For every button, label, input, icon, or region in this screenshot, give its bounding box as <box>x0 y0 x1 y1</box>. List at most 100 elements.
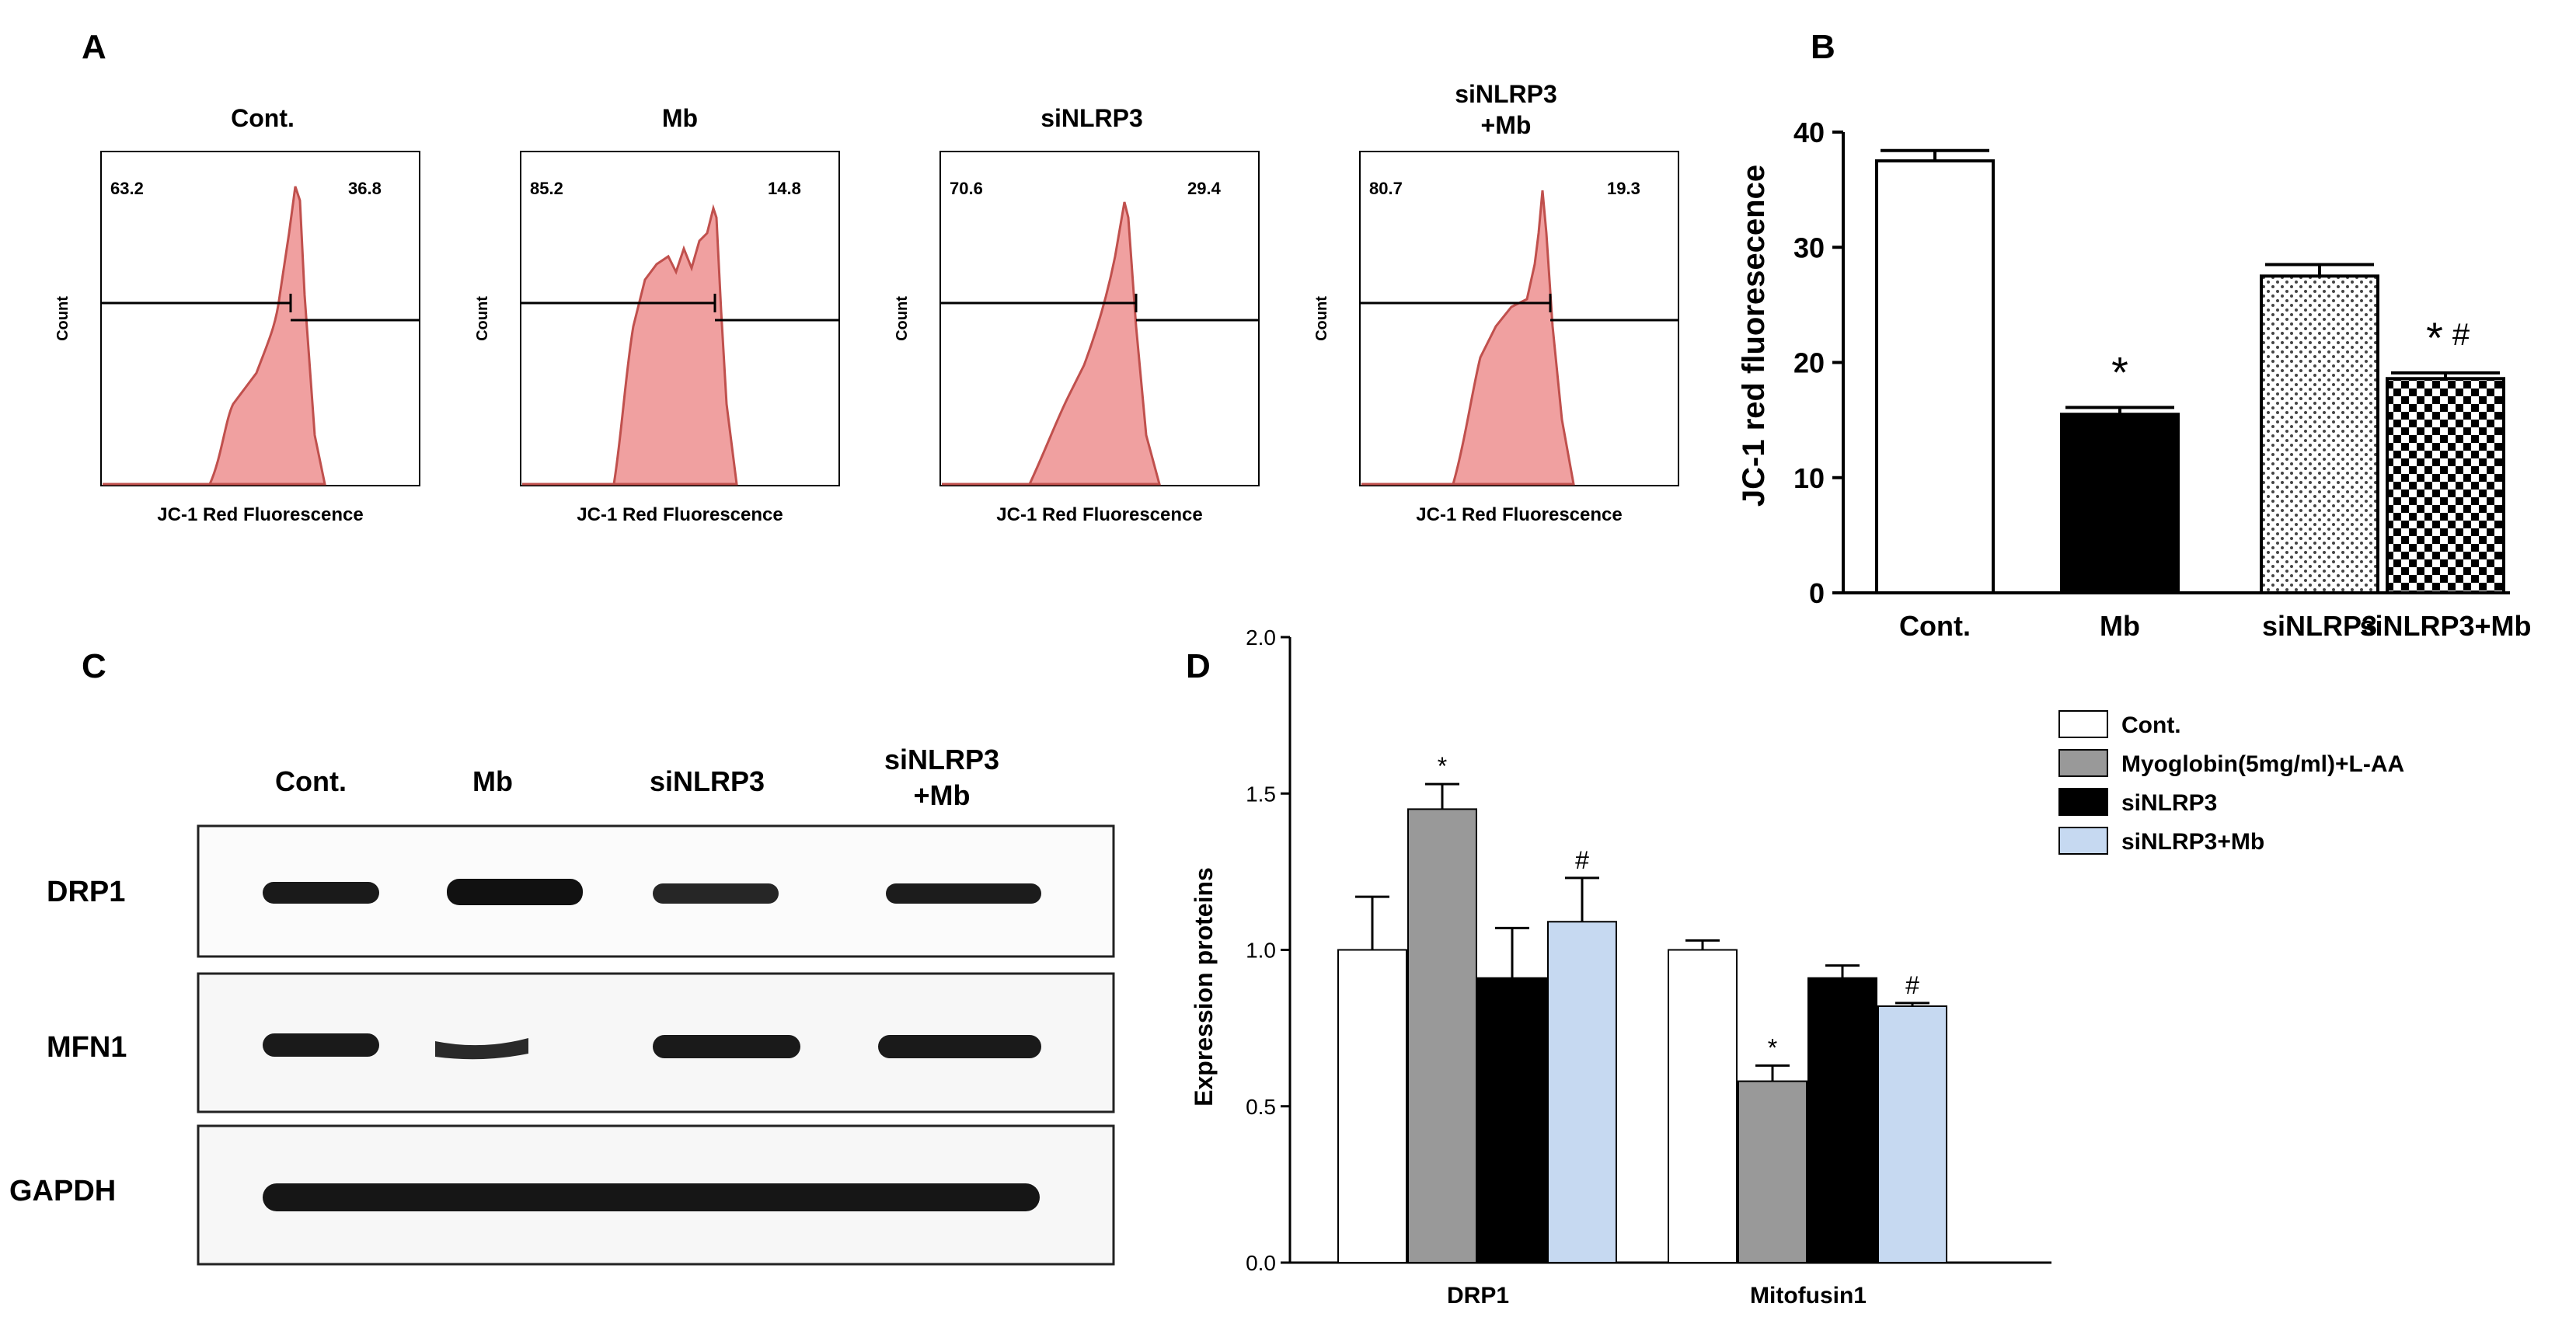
legend-swatch <box>2058 827 2108 855</box>
bar-drp1-sinlrp3-mb <box>1547 921 1617 1264</box>
panel-letter-d: D <box>1186 647 1211 685</box>
blot-band <box>886 883 1041 904</box>
bar-drp1-sinlrp3 <box>1477 977 1547 1263</box>
blot-band <box>447 879 583 905</box>
blot-band <box>435 1038 528 1060</box>
histogram-left-value: 80.7 <box>1369 179 1403 198</box>
blot-lane-label: Mb <box>472 765 513 797</box>
panel-letter-a: A <box>82 28 106 66</box>
histogram-plot-cont: Cont. 63.2 36.8 Count JC-1 Red Fluoresce… <box>54 104 420 525</box>
y-tick-label: 1.5 <box>1246 782 1276 806</box>
x-tick-label: siNLRP3+Mb <box>2359 610 2531 642</box>
histogram-left-value: 70.6 <box>950 179 983 198</box>
panel-c-western-blot: Cont. Mb siNLRP3 siNLRP3 +Mb DRP1 MFN1 G… <box>9 744 1115 1266</box>
y-tick-label: 0 <box>1809 577 1825 609</box>
histogram-plot-sinlrp3-mb: siNLRP3 +Mb 80.7 19.3 Count JC-1 Red Flu… <box>1313 80 1679 525</box>
histogram-right-value: 14.8 <box>768 179 801 198</box>
histogram-xlabel: JC-1 Red Fluorescence <box>996 504 1202 525</box>
histogram-title-line2: +Mb <box>1481 111 1532 139</box>
blot-row-label-drp1: DRP1 <box>47 876 125 908</box>
histogram-title: siNLRP3 <box>1041 104 1143 132</box>
histogram-ylabel: Count <box>474 296 491 341</box>
blot-row-label-mfn1: MFN1 <box>47 1031 127 1064</box>
legend-label: Cont. <box>2121 713 2181 738</box>
blot-band <box>653 883 779 904</box>
panel-a-histograms: Cont. 63.2 36.8 Count JC-1 Red Fluoresce… <box>54 80 1679 525</box>
histogram-right-value: 29.4 <box>1187 179 1222 198</box>
y-tick-label: 30 <box>1793 232 1825 263</box>
y-tick-label: 40 <box>1793 117 1825 148</box>
histogram-plot-sinlrp3: siNLRP3 70.6 29.4 Count JC-1 Red Fluores… <box>894 104 1260 525</box>
histogram-peak <box>103 186 326 486</box>
histogram-gate <box>940 294 1259 322</box>
significance-star: * <box>1768 1033 1777 1061</box>
histogram-ylabel: Count <box>1313 296 1330 341</box>
histogram-right-value: 36.8 <box>348 179 382 198</box>
legend-label: siNLRP3+Mb <box>2121 829 2264 855</box>
legend-label: Myoglobin(5mg/ml)+L-AA <box>2121 751 2404 777</box>
significance-star: * <box>2111 347 2128 396</box>
y-tick-label: 0.0 <box>1246 1251 1276 1275</box>
histogram-xlabel: JC-1 Red Fluorescence <box>577 504 783 525</box>
histogram-gate <box>1360 294 1678 322</box>
blot-lane-label-line1: siNLRP3 <box>884 744 999 775</box>
bar-mitofusin1-myoglobin-5mg-ml-l-aa <box>1738 1080 1807 1264</box>
bar-mitofusin1-sinlrp3 <box>1807 977 1877 1263</box>
significance-hash: # <box>2452 318 2470 352</box>
y-tick-label: 2.0 <box>1246 625 1276 650</box>
significance-star: * <box>1438 752 1447 780</box>
panel-b-bar-chart: JC-1 red fluoresecence 0 10 20 30 40 Cont. Mb s… <box>1737 117 2532 642</box>
legend-swatch <box>2058 710 2108 738</box>
blot-band <box>263 1033 379 1057</box>
y-tick-label: 10 <box>1793 462 1825 494</box>
bar-drp1-myoglobin-5mg-ml-l-aa <box>1407 808 1477 1263</box>
panel-d-bar-chart: Expression proteins 0.0 0.5 1.0 1.5 2.0 * # DRP… <box>1190 625 2404 1308</box>
legend-swatch <box>2058 788 2108 816</box>
bar-drp1-cont- <box>1337 949 1407 1263</box>
histogram-title-line1: siNLRP3 <box>1455 80 1557 108</box>
y-tick-label: 20 <box>1793 347 1825 379</box>
panel-letter-b: B <box>1811 28 1835 66</box>
histogram-peak <box>522 204 738 486</box>
histogram-right-value: 19.3 <box>1607 179 1640 198</box>
blot-lane-label-line2: +Mb <box>913 779 970 811</box>
significance-star: * <box>2426 313 2443 362</box>
bar-sinlrp3 <box>2260 274 2379 594</box>
legend-label: siNLRP3 <box>2121 790 2217 816</box>
histogram-xlabel: JC-1 Red Fluorescence <box>1416 504 1622 525</box>
x-tick-label: Mb <box>2100 610 2140 642</box>
bar-sinlrp3-mb <box>2386 377 2505 594</box>
blot-lane-label: Cont. <box>275 765 347 797</box>
y-tick-label: 0.5 <box>1246 1095 1276 1119</box>
histogram-ylabel: Count <box>54 296 71 341</box>
panel-letter-c: C <box>82 647 106 685</box>
histogram-gate <box>521 294 839 322</box>
bar-mitofusin1-cont- <box>1668 949 1738 1263</box>
legend-swatch <box>2058 749 2108 777</box>
histogram-left-value: 63.2 <box>110 179 144 198</box>
histogram-peak <box>942 201 1161 486</box>
histogram-left-value: 85.2 <box>530 179 563 198</box>
histogram-gate <box>101 294 420 322</box>
histogram-plot-mb: Mb 85.2 14.8 Count JC-1 Red Fluorescence <box>474 104 840 525</box>
significance-hash: # <box>1575 846 1589 874</box>
blot-band <box>263 882 379 904</box>
histogram-title: Cont. <box>231 104 295 132</box>
bar-mitofusin1-sinlrp3-mb <box>1877 1005 1947 1263</box>
x-tick-label: DRP1 <box>1447 1283 1509 1308</box>
panel-d-ylabel: Expression proteins <box>1190 867 1218 1106</box>
blot-band <box>653 1035 800 1058</box>
histogram-peak <box>1361 190 1575 486</box>
y-tick-label: 1.0 <box>1246 939 1276 963</box>
histogram-xlabel: JC-1 Red Fluorescence <box>157 504 363 525</box>
x-tick-label: siNLRP3 <box>2262 610 2377 642</box>
bar-cont- <box>1875 159 1995 594</box>
bar-mb <box>2060 413 2180 595</box>
blot-row-label-gapdh: GAPDH <box>9 1175 116 1207</box>
x-tick-label: Cont. <box>1899 610 1971 642</box>
significance-hash: # <box>1905 971 1919 999</box>
histogram-title: Mb <box>662 104 698 132</box>
blot-lane-label: siNLRP3 <box>650 765 765 797</box>
blot-band <box>263 1183 1040 1211</box>
